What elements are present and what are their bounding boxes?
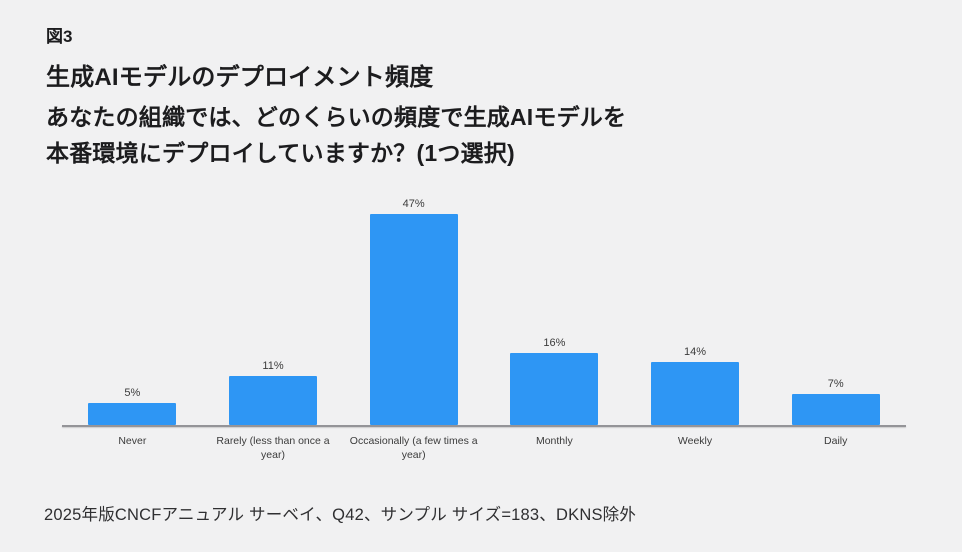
category-label: Rarely (less than once a year) (216, 435, 330, 461)
bar-column: 5% (62, 387, 203, 425)
bar-column: 14% (625, 346, 766, 425)
figure-label: 図3 (46, 27, 73, 46)
bar-value-label: 7% (827, 378, 844, 390)
bar-value-label: 47% (402, 198, 425, 210)
bar (229, 376, 317, 425)
survey-question-line-2: 本番環境にデプロイしていますか？(1つ選択) (46, 140, 515, 166)
survey-question-line-1: あなたの組織では、どのくらいの頻度で生成AIモデルを (46, 104, 627, 130)
bar (510, 353, 599, 425)
bar-value-label: 14% (684, 346, 707, 358)
source-note: 2025年版CNCFアニュアル サーベイ、Q42、サンプル サイズ=183、DK… (44, 506, 637, 524)
bar (369, 214, 458, 425)
bar-value-label: 5% (124, 387, 141, 399)
category-label: Occasionally (a few times a year) (349, 435, 478, 461)
page-title: 生成AIモデルのデプロイメント頻度 (46, 64, 434, 91)
x-axis-line (62, 425, 906, 427)
bar-column: 11% (203, 360, 344, 425)
bar-column: 47% (343, 198, 484, 425)
x-axis-labels: Never Rarely (less than once a year) Occas… (62, 434, 906, 462)
category-label: Weekly (677, 435, 713, 447)
bar (88, 403, 177, 425)
bar-value-label: 11% (262, 360, 284, 372)
bar-column: 16% (484, 337, 625, 425)
bar-chart: 5% 11% 47% 16% 14% 7% Never Rarely (less than … (62, 198, 906, 462)
category-label: Daily (824, 435, 848, 447)
bar-column: 7% (765, 378, 906, 425)
bar-plot-area: 5% 11% 47% 16% 14% 7% (62, 198, 906, 425)
bar-value-label: 16% (543, 337, 566, 349)
bar (651, 362, 740, 425)
survey-question: あなたの組織では、どのくらいの頻度で生成AIモデルを 本番環境にデプロイしていま… (46, 99, 626, 171)
category-label: Never (118, 435, 147, 447)
bar (791, 394, 880, 425)
category-label: Monthly (535, 435, 573, 447)
